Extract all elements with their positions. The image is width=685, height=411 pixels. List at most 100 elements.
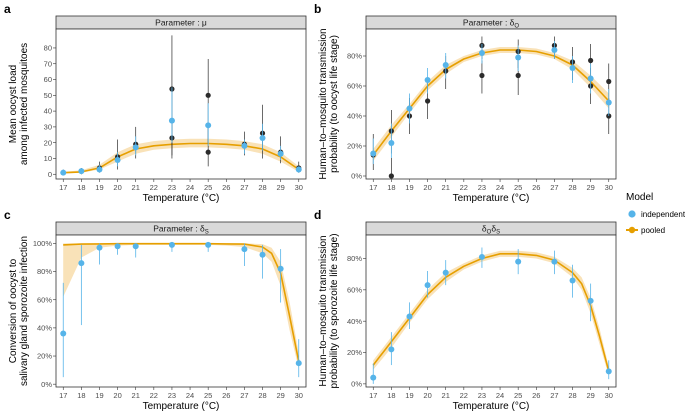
- panel-d: d δOδS 17 18 19 20 21 22 23 24 25 26 27 28 29 30 0% 20% 40…: [314, 208, 617, 411]
- x-tick-label: 24: [496, 391, 504, 400]
- x-tick-label: 18: [387, 391, 395, 400]
- independent-point: [515, 258, 522, 265]
- raw-point: [588, 57, 594, 64]
- plot-border: [55, 28, 307, 180]
- x-tick-label: 29: [586, 183, 594, 192]
- independent-point: [114, 243, 121, 250]
- independent-point: [60, 169, 67, 176]
- independent-point: [241, 142, 248, 149]
- independent-point: [96, 166, 103, 173]
- independent-point: [277, 265, 284, 272]
- x-tick-label: 19: [95, 183, 103, 192]
- independent-point: [424, 282, 431, 289]
- independent-point: [569, 65, 576, 71]
- y-axis-title: Human–to–mosquito transmissionprobabilit…: [318, 28, 340, 179]
- independent-point: [205, 241, 212, 248]
- raw-point: [515, 72, 521, 79]
- independent-point: [132, 243, 139, 250]
- y-tick-label: 80: [44, 44, 52, 53]
- y-tick-label: 70: [44, 59, 52, 68]
- independent-point: [424, 77, 431, 83]
- legend-independent-label: independent: [641, 210, 685, 219]
- x-tick-label: 22: [150, 183, 158, 192]
- independent-point: [370, 150, 377, 157]
- strip-label: Parameter : μ: [155, 18, 207, 28]
- independent-point: [442, 62, 449, 68]
- plot-border: [55, 234, 307, 388]
- credible-ribbon: [63, 243, 299, 369]
- panels: a Parameter : μ 17 18 19 20 21 22 23 24 25 26 27 28 29…: [4, 2, 617, 411]
- independent-point: [78, 168, 85, 175]
- independent-point: [406, 105, 413, 112]
- x-axis-title: Temperature (°C): [143, 401, 220, 411]
- x-tick-label: 24: [186, 391, 194, 400]
- y-tick-label: 20%: [347, 142, 362, 151]
- raw-point: [479, 72, 485, 79]
- x-tick-label: 24: [186, 183, 194, 192]
- x-tick-label: 28: [568, 391, 576, 400]
- x-tick-label: 28: [258, 391, 266, 400]
- y-tick-label: 60%: [347, 82, 362, 91]
- x-tick-label: 18: [77, 391, 85, 400]
- independent-point: [259, 134, 266, 141]
- x-tick-label: 20: [113, 183, 121, 192]
- legend-title: Model: [626, 192, 653, 203]
- independent-point: [587, 75, 594, 82]
- y-axis-title: Conversion of oocyst tosalivary gland sp…: [8, 236, 30, 386]
- independent-point: [168, 117, 175, 124]
- panel-letter: a: [4, 2, 11, 16]
- pooled-curve: [372, 49, 610, 156]
- independent-point: [587, 297, 594, 304]
- y-tick-label: 40%: [347, 317, 362, 326]
- x-tick-label: 21: [442, 391, 450, 400]
- independent-point: [96, 244, 103, 251]
- panel-letter: b: [314, 2, 321, 16]
- x-tick-label: 27: [550, 183, 558, 192]
- legend-pooled-marker: [628, 226, 636, 234]
- independent-point: [277, 150, 284, 157]
- independent-point: [114, 157, 121, 164]
- independent-point: [295, 360, 302, 367]
- independent-point: [478, 253, 485, 260]
- x-tick-label: 18: [77, 183, 85, 192]
- x-tick-label: 21: [132, 391, 140, 400]
- y-tick-label: 20: [44, 138, 52, 147]
- y-tick-label: 40%: [347, 112, 362, 121]
- independent-point: [605, 99, 612, 106]
- panel-letter: d: [314, 208, 321, 222]
- x-tick-label: 26: [532, 391, 540, 400]
- strip-label: Parameter : δS: [153, 224, 209, 236]
- x-tick-label: 27: [550, 391, 558, 400]
- x-tick-label: 28: [568, 183, 576, 192]
- independent-point: [406, 313, 413, 320]
- x-tick-label: 29: [276, 183, 284, 192]
- x-tick-label: 17: [369, 183, 377, 192]
- legend-independent-marker: [628, 210, 636, 218]
- independent-point: [78, 260, 85, 267]
- independent-point: [442, 269, 449, 276]
- panel-b: b Parameter : δO 17 18 19 20 21 22 23 24 25 26 27 28 2…: [314, 2, 617, 204]
- x-tick-label: 25: [204, 183, 212, 192]
- strip-label: Parameter : δO: [463, 18, 520, 30]
- independent-point: [168, 241, 175, 248]
- x-tick-label: 20: [423, 183, 431, 192]
- independent-point: [370, 374, 377, 381]
- x-tick-label: 25: [514, 183, 522, 192]
- independent-point: [551, 258, 558, 265]
- y-tick-label: 80%: [347, 52, 362, 61]
- x-tick-label: 29: [276, 391, 284, 400]
- x-tick-label: 26: [222, 183, 230, 192]
- independent-point: [205, 122, 212, 129]
- y-tick-label: 80%: [37, 267, 52, 276]
- raw-point: [606, 78, 612, 85]
- panel-c: c Parameter : δS 17 18 19 20 21 22 23 24 25 26 27 28 2…: [4, 208, 307, 411]
- x-tick-label: 19: [405, 183, 413, 192]
- x-tick-label: 30: [605, 391, 613, 400]
- y-tick-label: 10: [44, 154, 52, 163]
- raw-point: [424, 98, 431, 104]
- independent-point: [295, 166, 302, 173]
- x-tick-label: 22: [460, 391, 468, 400]
- x-tick-label: 19: [405, 391, 413, 400]
- independent-point: [60, 330, 67, 337]
